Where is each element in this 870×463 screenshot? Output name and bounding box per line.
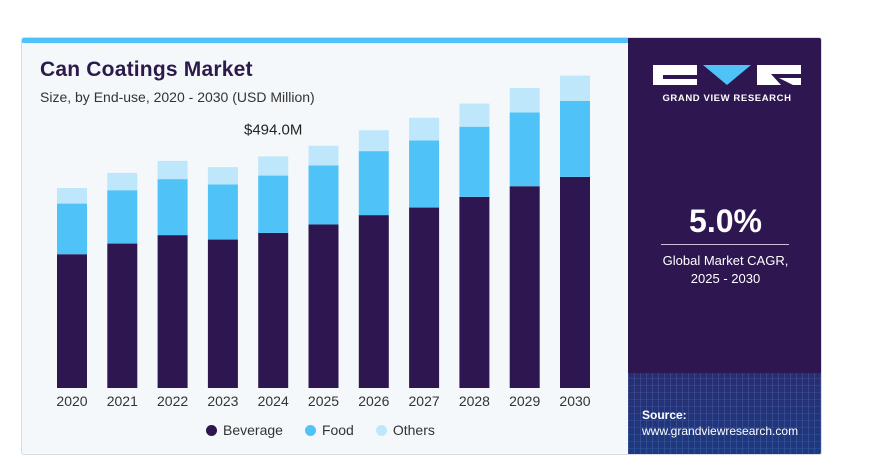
- bar-others-2023: [207, 167, 238, 185]
- bar-food-2022: [157, 179, 188, 236]
- bar-beverage-2027: [409, 207, 440, 388]
- bar-others-2025: [308, 145, 339, 166]
- bar-others-2022: [157, 160, 188, 180]
- accent-strip: [22, 38, 628, 43]
- x-tick-label: 2020: [56, 393, 87, 409]
- bar-others-2024: [258, 156, 289, 176]
- bar-food-2025: [308, 165, 339, 225]
- x-tick-label: 2028: [459, 393, 490, 409]
- decorative-pattern: [628, 373, 821, 454]
- legend-swatch-beverage: [206, 424, 217, 436]
- legend-label-others: Others: [392, 422, 435, 438]
- bar-others-2029: [509, 88, 540, 113]
- bar-others-2027: [409, 117, 440, 141]
- cagr-label-line2: 2025 - 2030: [690, 271, 761, 286]
- bar-beverage-2021: [107, 243, 138, 388]
- stacked-bar-chart: 2020 2021 2022 2023 2024 2025 2026 2027 2028 2029…: [56, 75, 591, 409]
- bar-others-2030: [560, 75, 590, 101]
- cagr-label-line1: Global Market CAGR,: [662, 253, 789, 268]
- source-label: Source:: [642, 408, 687, 422]
- legend-item-others: Others: [375, 422, 435, 438]
- legend-swatch-others: [375, 424, 387, 436]
- chart-subtitle: Size, by End-use, 2020 - 2030 (USD Milli…: [40, 89, 315, 105]
- bar-food-2023: [207, 184, 238, 240]
- x-tick-label: 2026: [358, 393, 389, 409]
- x-tick-label: 2023: [207, 393, 238, 409]
- source-area: [628, 373, 821, 454]
- legend-item-beverage: Beverage: [206, 422, 283, 438]
- grand-view-research-logo-icon: [653, 65, 801, 85]
- bar-others-2026: [358, 130, 389, 152]
- legend-item-food: Food: [304, 422, 354, 438]
- x-tick-label: 2024: [258, 393, 289, 409]
- bar-others-2028: [459, 103, 490, 127]
- bar-beverage-2030: [560, 176, 590, 388]
- x-tick-label: 2027: [409, 393, 440, 409]
- bar-food-2029: [509, 112, 540, 187]
- bar-beverage-2028: [459, 196, 490, 388]
- bar-food-2028: [459, 126, 490, 197]
- chart-legend: Beverage Food Others: [206, 422, 435, 438]
- bar-beverage-2022: [157, 235, 188, 388]
- bar-beverage-2024: [258, 232, 289, 388]
- bar-food-2021: [107, 190, 138, 244]
- source-link[interactable]: www.grandviewresearch.com: [642, 424, 799, 438]
- x-tick-label: 2022: [157, 393, 188, 409]
- x-tick-label: 2029: [509, 393, 540, 409]
- bar-food-2024: [258, 175, 289, 233]
- bar-others-2021: [107, 172, 138, 191]
- x-tick-label: 2030: [559, 393, 590, 409]
- brand-name: GRAND VIEW RESEARCH: [662, 93, 792, 104]
- cagr-value: 5.0%: [689, 203, 762, 239]
- legend-swatch-food: [304, 424, 316, 436]
- cagr-divider: [661, 244, 789, 245]
- x-tick-label: 2025: [308, 393, 339, 409]
- chart-title: Can Coatings Market: [40, 58, 253, 81]
- infographic-card: Can Coatings Market Size, by End-use, 20…: [21, 37, 822, 455]
- bar-beverage-2020: [57, 254, 87, 388]
- bar-food-2027: [409, 140, 440, 208]
- bar-beverage-2026: [358, 215, 389, 388]
- bar-food-2026: [358, 151, 389, 216]
- bar-beverage-2029: [509, 186, 540, 388]
- bar-others-2020: [57, 188, 87, 204]
- value-annotation: $494.0M: [244, 121, 302, 138]
- bar-beverage-2023: [207, 239, 238, 388]
- legend-label-food: Food: [321, 422, 354, 438]
- cagr-panel: GRAND VIEW RESEARCH 5.0% Global Market C…: [628, 38, 821, 454]
- bar-food-2030: [560, 100, 590, 177]
- bar-beverage-2025: [308, 224, 339, 388]
- cagr-label: Global Market CAGR, 2025 - 2030: [628, 252, 821, 288]
- x-tick-label: 2021: [107, 393, 138, 409]
- legend-label-beverage: Beverage: [223, 422, 283, 438]
- bar-food-2020: [57, 203, 87, 255]
